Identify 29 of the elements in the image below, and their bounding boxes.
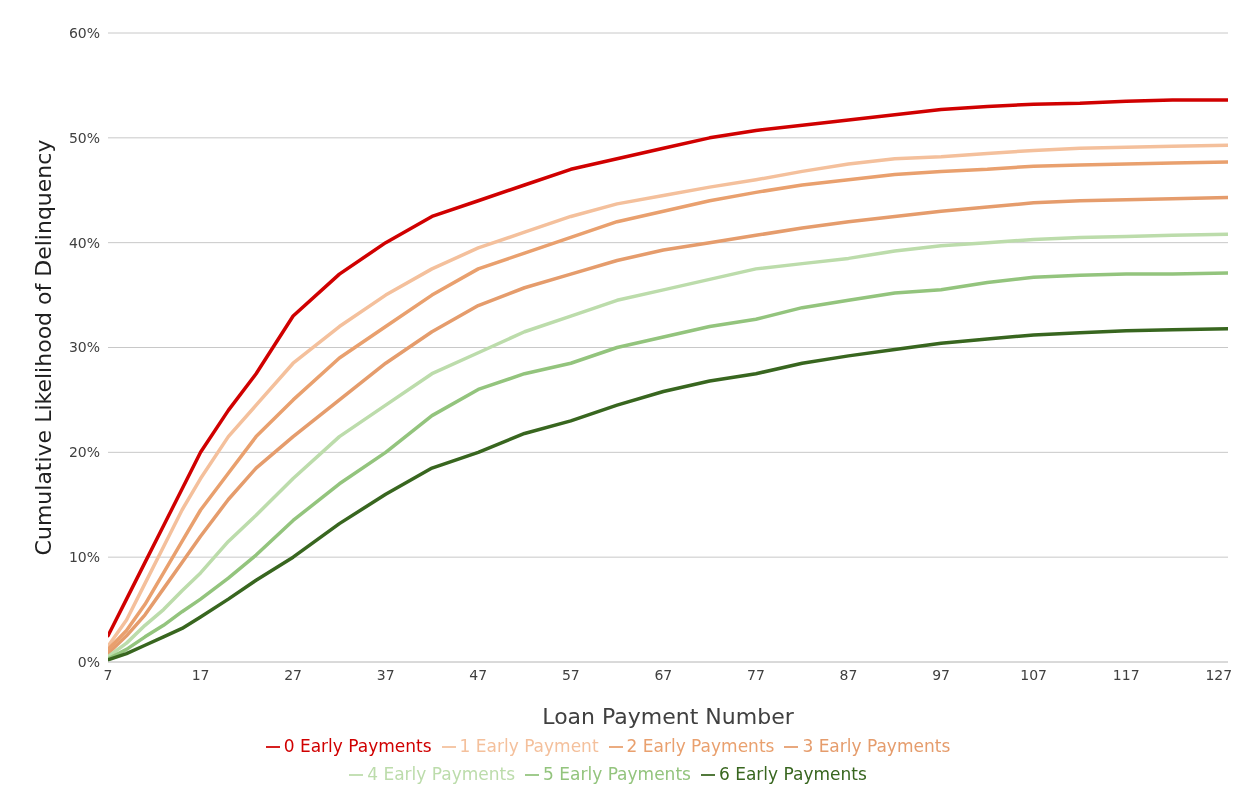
y-tick-label: 40%	[68, 234, 100, 251]
y-tick-label: 60%	[68, 24, 100, 41]
legend-label: 2 Early Payments	[626, 736, 775, 756]
y-tick-label: 0%	[77, 653, 100, 670]
y-tick-label: 20%	[68, 444, 100, 461]
x-tick-label: 37	[376, 666, 395, 683]
legend-label: 5 Early Payments	[543, 764, 691, 784]
x-tick-label: 47	[469, 666, 488, 683]
x-tick-label: 107	[1020, 666, 1047, 683]
x-tick-label: 117	[1112, 666, 1140, 683]
legend-label: 3 Early Payments	[802, 736, 951, 756]
y-tick-label: 30%	[68, 339, 100, 356]
legend-label: 0 Early Payments	[283, 736, 432, 756]
x-tick-label: 67	[654, 666, 673, 683]
x-tick-label: 127	[1205, 666, 1233, 683]
x-tick-label: 77	[747, 666, 765, 683]
y-tick-label: 50%	[68, 129, 100, 146]
x-tick-label: 7	[103, 666, 113, 683]
x-axis-title: Loan Payment Number	[542, 704, 795, 729]
y-tick-label: 10%	[68, 549, 100, 566]
x-tick-label: 17	[191, 666, 210, 683]
legend-label: 4 Early Payments	[367, 764, 516, 784]
x-tick-label: 27	[284, 666, 303, 683]
legend-label: 6 Early Payments	[718, 764, 867, 784]
legend-label: 1 Early Payment	[459, 736, 599, 756]
x-tick-label: 97	[932, 666, 950, 683]
x-tick-label: 57	[561, 666, 580, 683]
y-axis-title: Cumulative Likelihood of Delinquency	[30, 139, 56, 556]
x-tick-label: 87	[839, 666, 858, 683]
